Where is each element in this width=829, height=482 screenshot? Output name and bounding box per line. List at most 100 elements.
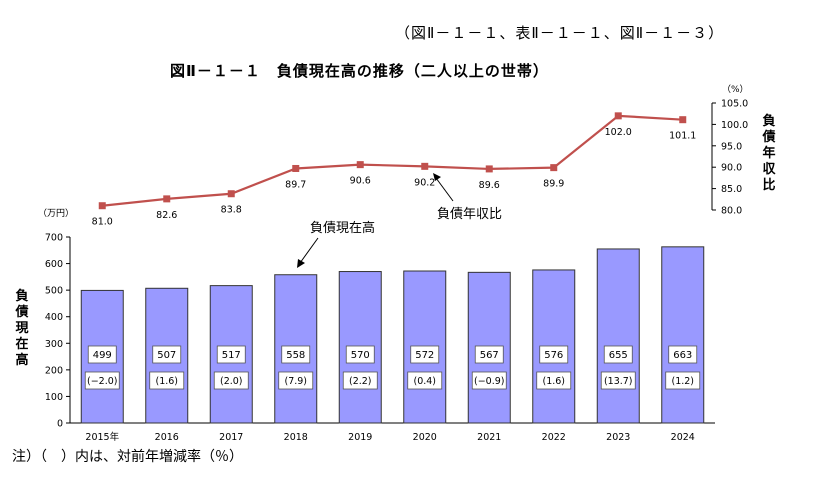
bar-growth-label: (−0.9) — [471, 371, 507, 390]
bar-growth-label: (7.9) — [278, 371, 314, 390]
left-y-axis-ticks: 0 100 200 300 400 500 600 700 — [45, 233, 70, 430]
left-y-axis-unit: （万円） — [38, 208, 74, 219]
ratio-point-9 — [679, 116, 687, 124]
bar-value-box — [345, 345, 375, 364]
left-tick-label: 100 — [45, 392, 63, 403]
annotation-debt: 負債現在高 — [297, 220, 375, 268]
left-y-axis-label: 負債現在高 — [14, 288, 28, 368]
bar-growth-text: (13.7) — [604, 376, 633, 387]
bar-growth-text: (7.9) — [284, 376, 307, 387]
bar-value-box — [281, 345, 311, 364]
x-tick-label: 2018 — [284, 432, 308, 443]
bar-value-text: 558 — [286, 350, 305, 361]
bar-value-label: 576 — [539, 345, 569, 364]
ratio-point-5 — [421, 162, 429, 170]
x-tick-label: 2022 — [542, 432, 566, 443]
annotation-ratio: 負債年収比 — [433, 173, 502, 222]
ratio-point-label: 81.0 — [92, 217, 113, 228]
ratio-point-0 — [98, 202, 106, 210]
right-y-axis-unit: （%） — [722, 84, 749, 95]
bar-growth-text: (−2.0) — [87, 376, 117, 387]
ratio-point-3 — [292, 164, 300, 172]
bar-value-box — [152, 345, 182, 364]
bar-growth-box — [407, 371, 443, 390]
x-tick-label: 2019 — [348, 432, 372, 443]
right-tick-label: 105.0 — [721, 99, 748, 110]
x-tick-label: 2016 — [155, 432, 179, 443]
bar-growth-box — [665, 371, 701, 390]
bar-value-box — [474, 345, 504, 364]
ratio-point-1 — [163, 195, 171, 203]
bar-growth-label: (1.2) — [665, 371, 701, 390]
bar-growth-label: (1.6) — [149, 371, 185, 390]
right-y-axis-label: 負債年収比 — [761, 113, 776, 193]
x-tick-label: 2020 — [413, 432, 437, 443]
left-tick-label: 300 — [45, 339, 63, 350]
bar-growth-label: (0.4) — [407, 371, 443, 390]
ratio-point-label: 101.1 — [669, 131, 696, 142]
bar-value-text: 572 — [415, 350, 434, 361]
bar-value-label: 499 — [87, 345, 117, 364]
ratio-series-line — [102, 114, 683, 207]
bar-value-box — [668, 345, 698, 364]
x-tick-label: 2023 — [606, 432, 630, 443]
bar-value-label: 655 — [603, 345, 633, 364]
bar-value-text: 507 — [157, 350, 176, 361]
bar-growth-label: (−2.0) — [84, 371, 120, 390]
ratio-point-8 — [614, 112, 622, 120]
bar-growth-box — [278, 371, 314, 390]
bar-growth-text: (1.6) — [155, 376, 178, 387]
right-tick-label: 85.0 — [721, 184, 742, 195]
bar-growth-text: (1.6) — [542, 376, 565, 387]
right-tick-label: 95.0 — [721, 141, 742, 152]
ratio-point-label: 89.6 — [479, 180, 500, 191]
left-tick-label: 700 — [45, 233, 63, 244]
ratio-point-label: 90.2 — [414, 177, 435, 188]
ratio-point-label: 89.9 — [543, 179, 564, 190]
ratio-point-label: 89.7 — [285, 179, 306, 190]
x-tick-label: 2021 — [477, 432, 501, 443]
bar-growth-box — [213, 371, 249, 390]
x-tick-label: 2024 — [671, 432, 695, 443]
ratio-point-2 — [227, 190, 235, 198]
annotation-debt-arrow — [299, 237, 319, 264]
x-tick-label: 2015年 — [85, 431, 119, 443]
annotation-ratio-label: 負債年収比 — [437, 207, 502, 222]
ratio-point-label: 90.6 — [350, 176, 371, 187]
bar-series: 499 (−2.0) 507 (1.6) 517 (2.0) 558 (7.9) 570 (2.2… — [80, 246, 705, 424]
bar-value-label: 507 — [152, 345, 182, 364]
annotation-ratio-arrow — [435, 177, 454, 202]
bar-value-text: 570 — [351, 350, 370, 361]
bar-chart-area: 0 100 200 300 400 500 600 700 499 (−2.0) 507 (1.6)… — [45, 233, 715, 443]
bar-growth-text: (2.0) — [220, 376, 243, 387]
footnote: 注）（ ）内は、対前年増減率（％） — [12, 449, 243, 465]
bar-growth-text: (0.4) — [413, 376, 436, 387]
ratio-point-4 — [356, 161, 364, 169]
bar-value-box — [603, 345, 633, 364]
bar-value-text: 567 — [480, 350, 499, 361]
bar-growth-box — [536, 371, 572, 390]
bar-growth-box — [84, 371, 120, 390]
bar-value-label: 570 — [345, 345, 375, 364]
bar-value-label: 517 — [216, 345, 246, 364]
annotation-debt-label: 負債現在高 — [310, 220, 375, 236]
ratio-point-7 — [550, 164, 558, 172]
bar-value-label: 567 — [474, 345, 504, 364]
bar-value-label: 663 — [668, 345, 698, 364]
bar-value-box — [539, 345, 569, 364]
x-axis-ticks: 2015年 2016 2017 2018 2019 2020 2021 2022 2023 202… — [85, 431, 694, 443]
bar-growth-label: (1.6) — [536, 371, 572, 390]
bar-growth-box — [600, 371, 636, 390]
bar-growth-label: (2.2) — [342, 371, 378, 390]
bar-8 — [596, 248, 640, 424]
bar-growth-label: (2.0) — [213, 371, 249, 390]
bar-growth-label: (13.7) — [600, 371, 636, 390]
ratio-point-label: 102.0 — [605, 127, 632, 138]
left-tick-label: 500 — [45, 286, 63, 297]
annotation-debt-arrowhead — [297, 259, 305, 268]
ratio-point-label: 82.6 — [156, 210, 177, 221]
bar-value-box — [410, 345, 440, 364]
right-tick-label: 80.0 — [721, 206, 742, 217]
